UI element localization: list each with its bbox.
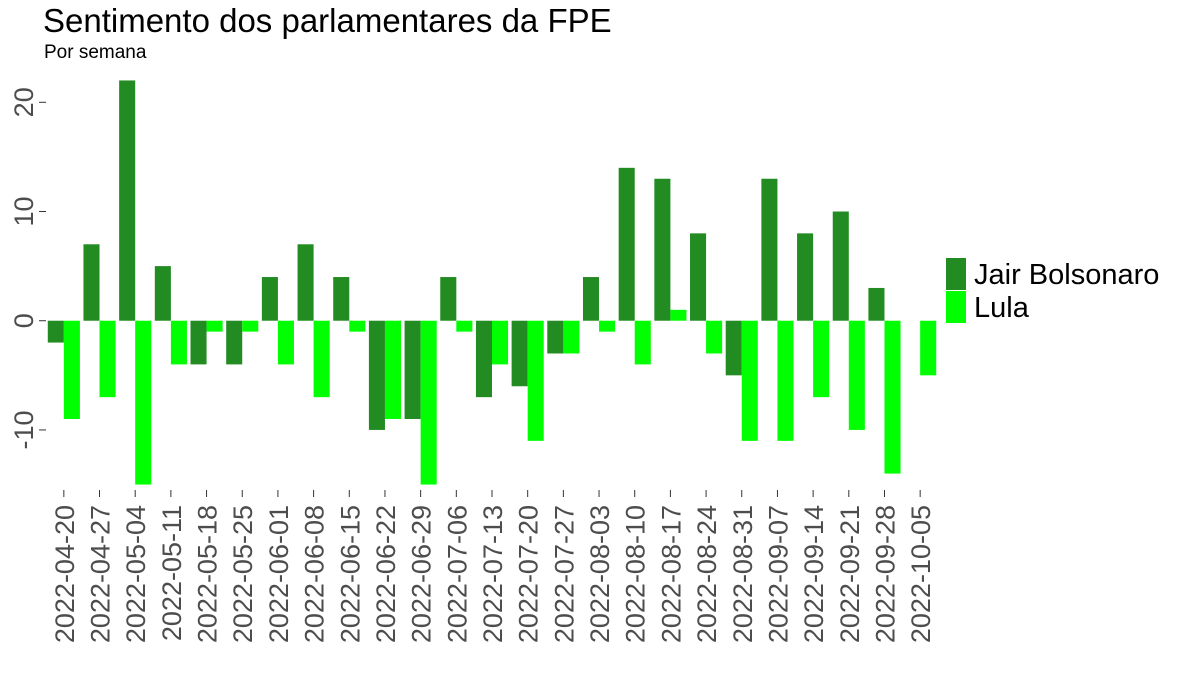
bar-lula-2022-05-04 — [135, 320, 152, 485]
bar-lula-2022-10-05 — [920, 320, 937, 376]
x-tick-label: 2022-08-24 — [692, 505, 722, 643]
bar-jair-bolsonaro-2022-06-15 — [333, 277, 350, 321]
x-tick-label: 2022-09-28 — [870, 505, 900, 643]
bar-jair-bolsonaro-2022-06-29 — [404, 320, 421, 420]
bars-layer — [47, 80, 937, 485]
x-tick-label: 2022-09-07 — [763, 505, 793, 643]
x-tick-label: 2022-06-15 — [335, 505, 365, 643]
bar-lula-2022-08-10 — [634, 320, 651, 365]
chart-subtitle: Por semana — [44, 42, 147, 63]
bar-jair-bolsonaro-2022-05-04 — [119, 80, 136, 321]
bar-jair-bolsonaro-2022-08-24 — [690, 233, 707, 321]
x-tick-label: 2022-08-31 — [728, 505, 758, 643]
bar-lula-2022-06-15 — [349, 320, 366, 332]
x-tick-label: 2022-05-18 — [193, 505, 223, 643]
y-axis: -10 0 10 20 — [9, 87, 46, 449]
y-tick-label: 0 — [9, 313, 39, 328]
y-tick-label: -10 — [9, 410, 39, 449]
bar-lula-2022-09-28 — [884, 320, 901, 474]
x-tick-label: 2022-05-11 — [157, 505, 187, 641]
x-tick-label: 2022-08-17 — [656, 505, 686, 643]
bar-jair-bolsonaro-2022-05-11 — [154, 266, 171, 321]
x-tick-label: 2022-06-22 — [371, 505, 401, 643]
legend-label: Lula — [974, 292, 1030, 324]
x-tick-label: 2022-07-13 — [478, 505, 508, 643]
bar-lula-2022-07-27 — [563, 320, 580, 354]
legend-key-lula — [946, 291, 966, 323]
bar-jair-bolsonaro-2022-07-06 — [440, 277, 457, 321]
bar-jair-bolsonaro-2022-04-20 — [47, 320, 64, 343]
bar-lula-2022-04-27 — [99, 320, 116, 398]
x-tick-label: 2022-09-14 — [799, 505, 829, 643]
x-tick-label: 2022-07-27 — [549, 505, 579, 643]
bar-jair-bolsonaro-2022-06-08 — [297, 244, 314, 321]
bar-lula-2022-07-13 — [492, 320, 509, 365]
chart-title: Sentimento dos parlamentares da FPE — [43, 2, 612, 39]
bar-jair-bolsonaro-2022-08-17 — [654, 178, 671, 321]
bar-jair-bolsonaro-2022-08-03 — [582, 277, 600, 321]
bar-lula-2022-09-21 — [848, 320, 865, 430]
x-tick-label: 2022-08-03 — [585, 505, 615, 643]
bar-lula-2022-05-18 — [206, 320, 223, 332]
bar-jair-bolsonaro-2022-06-22 — [368, 320, 385, 430]
x-tick-label: 2022-06-01 — [264, 505, 294, 643]
x-tick-label: 2022-04-20 — [50, 505, 80, 643]
bar-jair-bolsonaro-2022-06-01 — [261, 277, 278, 321]
x-tick-label: 2022-07-20 — [514, 505, 544, 643]
x-tick-label: 2022-06-29 — [407, 505, 437, 643]
bar-lula-2022-06-01 — [277, 320, 294, 365]
bar-jair-bolsonaro-2022-09-14 — [797, 233, 814, 321]
bar-jair-bolsonaro-2022-08-10 — [618, 167, 635, 321]
bar-jair-bolsonaro-2022-05-25 — [226, 320, 243, 365]
bar-jair-bolsonaro-2022-09-21 — [832, 211, 849, 321]
bar-jair-bolsonaro-2022-07-13 — [475, 320, 492, 398]
bar-lula-2022-05-25 — [242, 320, 259, 332]
bar-lula-2022-05-11 — [170, 320, 187, 365]
bar-jair-bolsonaro-2022-09-07 — [761, 178, 778, 321]
bar-lula-2022-09-14 — [813, 320, 830, 398]
bar-lula-2022-07-20 — [527, 320, 544, 441]
x-tick-label: 2022-05-04 — [121, 505, 151, 643]
x-tick-label: 2022-10-05 — [906, 505, 936, 643]
bar-lula-2022-06-08 — [313, 320, 330, 398]
bar-lula-2022-08-24 — [706, 320, 723, 354]
bar-jair-bolsonaro-2022-04-27 — [83, 244, 100, 321]
x-axis: 2022-04-20 2022-04-27 2022-05-04 2022-05-11… — [50, 490, 936, 643]
bar-jair-bolsonaro-2022-07-27 — [547, 320, 564, 354]
bar-jair-bolsonaro-2022-08-31 — [725, 320, 742, 376]
bar-lula-2022-08-17 — [670, 309, 687, 321]
bar-lula-2022-08-03 — [599, 320, 616, 332]
bar-lula-2022-06-29 — [420, 320, 437, 485]
x-tick-label: 2022-07-06 — [442, 505, 472, 643]
y-tick-label: 20 — [9, 87, 39, 117]
x-tick-label: 2022-05-25 — [228, 505, 258, 643]
x-tick-label: 2022-09-21 — [835, 505, 865, 643]
x-tick-label: 2022-08-10 — [621, 505, 651, 643]
bar-lula-2022-04-20 — [63, 320, 80, 420]
bar-lula-2022-07-06 — [456, 320, 473, 332]
bar-jair-bolsonaro-2022-07-20 — [511, 320, 528, 387]
y-tick-label: 10 — [9, 196, 39, 226]
legend-key-jair-bolsonaro — [946, 258, 966, 290]
bar-jair-bolsonaro-2022-05-18 — [190, 320, 207, 365]
x-tick-label: 2022-04-27 — [86, 505, 116, 643]
bar-lula-2022-08-31 — [741, 320, 758, 441]
bar-lula-2022-06-22 — [384, 320, 402, 420]
bar-jair-bolsonaro-2022-09-28 — [868, 287, 885, 321]
x-tick-label: 2022-06-08 — [300, 505, 330, 643]
legend-label: Jair Bolsonaro — [974, 259, 1159, 291]
bar-lula-2022-09-07 — [777, 320, 794, 441]
